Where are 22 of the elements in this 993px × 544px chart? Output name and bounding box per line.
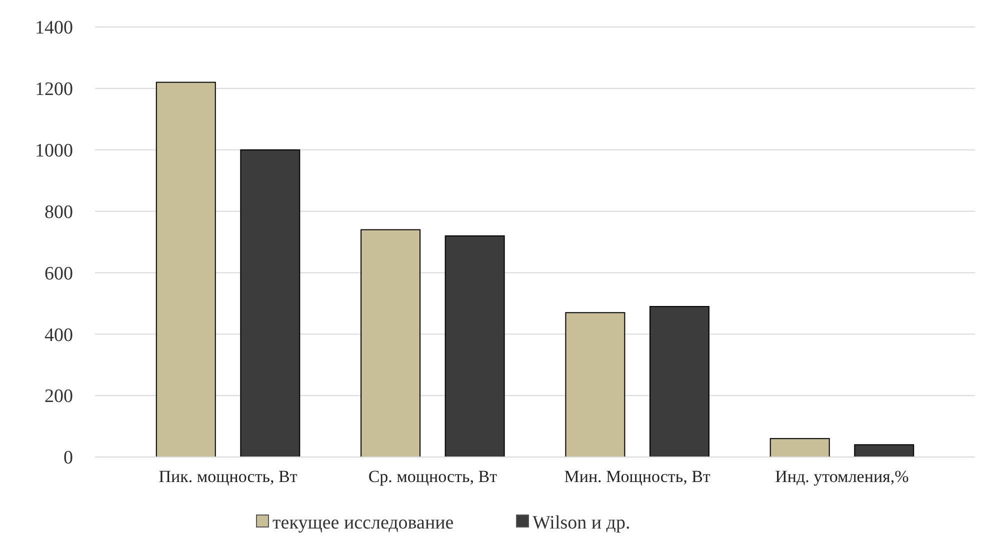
x-tick-label: Мин. Мощность, Вт bbox=[564, 467, 711, 486]
bar bbox=[649, 306, 710, 458]
x-tick-label: Ср. мощность, Вт bbox=[368, 467, 498, 486]
y-tick-label: 800 bbox=[44, 202, 73, 223]
bar bbox=[770, 438, 830, 458]
y-tick-label: 400 bbox=[44, 324, 73, 346]
bar bbox=[156, 82, 216, 458]
y-tick-label: 1200 bbox=[35, 79, 73, 100]
y-tick-label: 600 bbox=[44, 263, 73, 284]
y-tick-label: 1000 bbox=[35, 140, 73, 162]
bar bbox=[444, 235, 505, 458]
bar bbox=[565, 312, 626, 458]
bar bbox=[360, 229, 421, 458]
x-tick-label: Пик. мощность, Вт bbox=[158, 467, 298, 486]
bar bbox=[854, 444, 914, 458]
bar bbox=[240, 149, 300, 458]
x-tick-label: Инд. утомления,% bbox=[775, 467, 909, 486]
legend-label: текущее исследование bbox=[272, 512, 454, 534]
legend-label: Wilson и др. bbox=[532, 512, 630, 534]
y-tick-label: 200 bbox=[44, 386, 73, 408]
y-tick-label: 1400 bbox=[35, 18, 73, 39]
y-tick-label: 0 bbox=[64, 448, 73, 469]
